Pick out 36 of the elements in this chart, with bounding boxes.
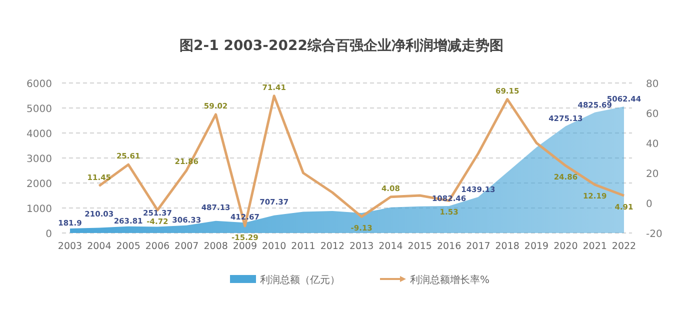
x-tick-label: 2008 [204,241,228,252]
x-tick-label: 2021 [582,241,607,252]
x-tick-label: 2006 [145,241,170,252]
y2-tick-label: -20 [646,229,662,240]
x-tick-label: 2013 [349,241,374,252]
y2-tick-label: 80 [646,79,659,90]
x-tick-label: 2005 [116,241,140,252]
x-tick-label: 2022 [612,241,636,252]
y2-tick-label: 20 [646,169,659,180]
x-tick-label: 2015 [408,241,432,252]
x-tick-label: 2017 [466,241,490,252]
y-tick-label: 4000 [26,129,52,140]
y2-tick-label: 40 [646,139,659,150]
x-tick-label: 2019 [524,241,549,252]
chart-title: 图2-1 2003-2022综合百强企业净利润增减走势图 [180,37,504,54]
y2-tick-label: 60 [646,109,659,120]
x-tick-label: 2004 [87,241,112,252]
x-tick-label: 2014 [378,241,403,252]
x-tick-label: 2016 [436,241,462,252]
x-tick-label: 2007 [174,241,199,252]
x-tick-label: 2009 [232,241,258,252]
x-tick-label: 2010 [262,241,286,252]
x-tick-label: 2003 [58,241,82,252]
y-tick-label: 6000 [26,79,52,90]
x-tick-label: 2011 [291,241,316,252]
x-tick-label: 2012 [320,241,345,252]
y-tick-label: 1000 [26,204,52,215]
x-tick-label: 2018 [495,241,520,252]
y2-tick-label: 0 [646,199,652,210]
x-tick-label: 2020 [554,241,578,252]
legend-label: 利润总额增长率% [410,274,490,286]
y-tick-label: 2000 [26,179,52,190]
y-tick-label: 0 [46,229,52,240]
legend-label: 利润总额（亿元） [260,274,340,286]
y-tick-label: 3000 [26,154,52,165]
y-tick-label: 5000 [26,104,52,115]
